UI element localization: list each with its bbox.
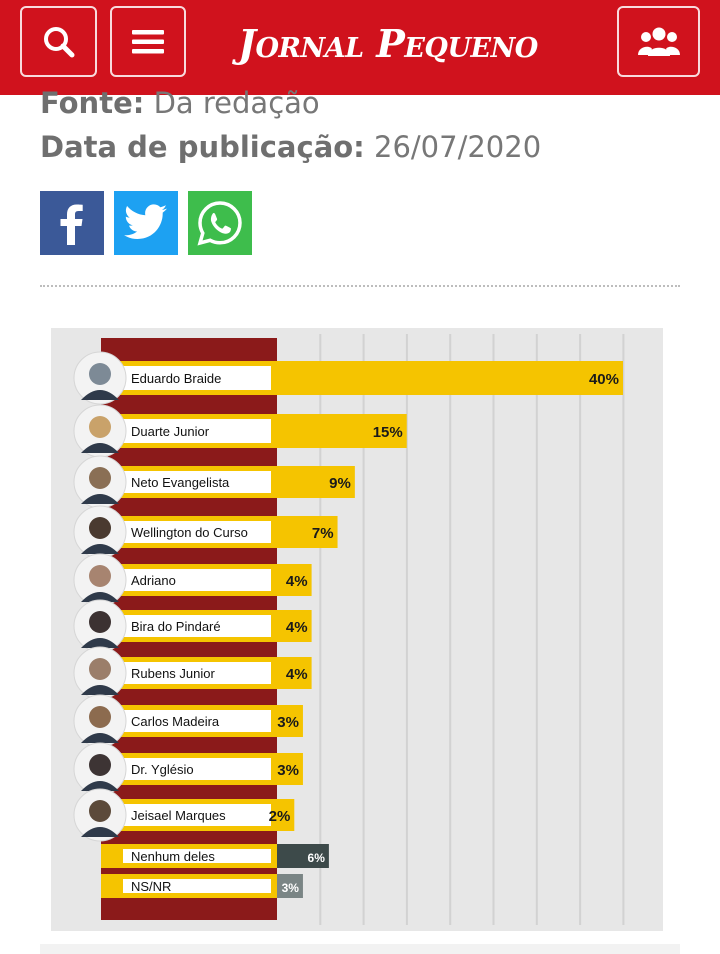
value-label: 4% (286, 619, 308, 636)
candidate-photo-head (89, 363, 111, 385)
name-label-box (123, 662, 271, 684)
category-label: Jeisael Marques (131, 808, 226, 823)
value-label: 40% (589, 371, 619, 388)
twitter-icon (124, 204, 167, 239)
candidate-photo-body (81, 733, 119, 743)
value-label: 2% (269, 808, 291, 825)
value-bar (277, 361, 623, 395)
category-label: Bira do Pindaré (131, 619, 221, 634)
candidate-photo-body (81, 827, 119, 837)
candidate-photo-body (81, 685, 119, 695)
users-button[interactable] (617, 6, 700, 77)
name-label-box (123, 804, 271, 826)
content-bottom-edge (40, 944, 680, 954)
category-label: Nenhum deles (131, 849, 215, 864)
value-label: 4% (286, 573, 308, 590)
candidate-photo-head (89, 611, 111, 633)
value-label: 9% (329, 475, 351, 492)
date-value: 26/07/2020 (374, 130, 542, 164)
section-divider (40, 285, 680, 287)
value-bar (277, 753, 303, 785)
category-label: Duarte Junior (131, 424, 210, 439)
value-bar (277, 466, 355, 498)
value-bar (277, 564, 312, 596)
poll-bar-chart: Eduardo Braide 40% Duarte Junior 15% Neto Ev… (51, 328, 663, 931)
value-label: 3% (277, 762, 299, 779)
poll-chart: Eduardo Braide 40% Duarte Junior 15% Neto Ev… (51, 328, 663, 931)
menu-button[interactable] (110, 6, 186, 77)
source-value: Da redação (153, 86, 320, 120)
name-label-box (123, 366, 271, 390)
article-source: Fonte: Da redação (40, 86, 320, 120)
name-label-box (123, 521, 271, 543)
candidate-photo-body (81, 781, 119, 791)
facebook-share-button[interactable] (40, 191, 104, 255)
candidate-photo-head (89, 416, 111, 438)
whatsapp-share-button[interactable] (188, 191, 252, 255)
article-date: Data de publicação: 26/07/2020 (40, 130, 541, 164)
name-label-box (123, 569, 271, 591)
name-label-box (123, 419, 271, 443)
facebook-icon (60, 204, 83, 245)
category-label: NS/NR (131, 879, 171, 894)
candidate-photo-head (89, 706, 111, 728)
category-label: Dr. Yglésio (131, 762, 194, 777)
name-label-box (123, 710, 271, 732)
category-label: Rubens Junior (131, 666, 215, 681)
candidate-photo-body (81, 638, 119, 648)
value-bar (277, 705, 303, 737)
candidate-photo-head (89, 754, 111, 776)
value-label: 3% (282, 881, 300, 895)
value-bar (277, 874, 303, 898)
category-label: Carlos Madeira (131, 714, 220, 729)
candidate-photo-head (89, 517, 111, 539)
candidate-photo-body (81, 443, 119, 453)
name-label-box (123, 615, 271, 637)
name-label-box (123, 849, 271, 863)
candidate-photo-body (81, 544, 119, 554)
candidate-photo-head (89, 800, 111, 822)
value-bar (277, 657, 312, 689)
value-bar (277, 516, 338, 548)
menu-icon (132, 29, 164, 53)
name-label-box (123, 879, 271, 893)
candidate-photo-body (81, 592, 119, 602)
category-label: Neto Evangelista (131, 475, 230, 490)
candidate-photo-head (89, 658, 111, 680)
value-label: 15% (373, 424, 403, 441)
search-icon (43, 26, 74, 57)
twitter-share-button[interactable] (114, 191, 178, 255)
candidate-photo-head (89, 565, 111, 587)
top-bar: Jornal Pequeno (0, 0, 720, 95)
category-label: Wellington do Curso (131, 525, 248, 540)
value-label: 7% (312, 525, 334, 542)
search-button[interactable] (20, 6, 97, 77)
source-label: Fonte: (40, 86, 145, 120)
value-label: 6% (308, 851, 326, 865)
value-label: 3% (277, 714, 299, 731)
value-bar (277, 610, 312, 642)
whatsapp-icon (197, 201, 242, 246)
category-label: Adriano (131, 573, 176, 588)
value-bar (277, 799, 295, 831)
category-label: Eduardo Braide (131, 371, 221, 386)
value-label: 4% (286, 666, 308, 683)
candidate-photo-head (89, 467, 111, 489)
date-label: Data de publicação: (40, 130, 365, 164)
name-label-box (123, 471, 271, 493)
candidate-photo-body (81, 390, 119, 400)
users-icon (637, 27, 680, 56)
candidate-photo-body (81, 494, 119, 504)
value-bar (277, 414, 407, 448)
name-label-box (123, 758, 271, 780)
site-logo[interactable]: Jornal Pequeno (238, 21, 538, 66)
value-bar (277, 844, 329, 868)
